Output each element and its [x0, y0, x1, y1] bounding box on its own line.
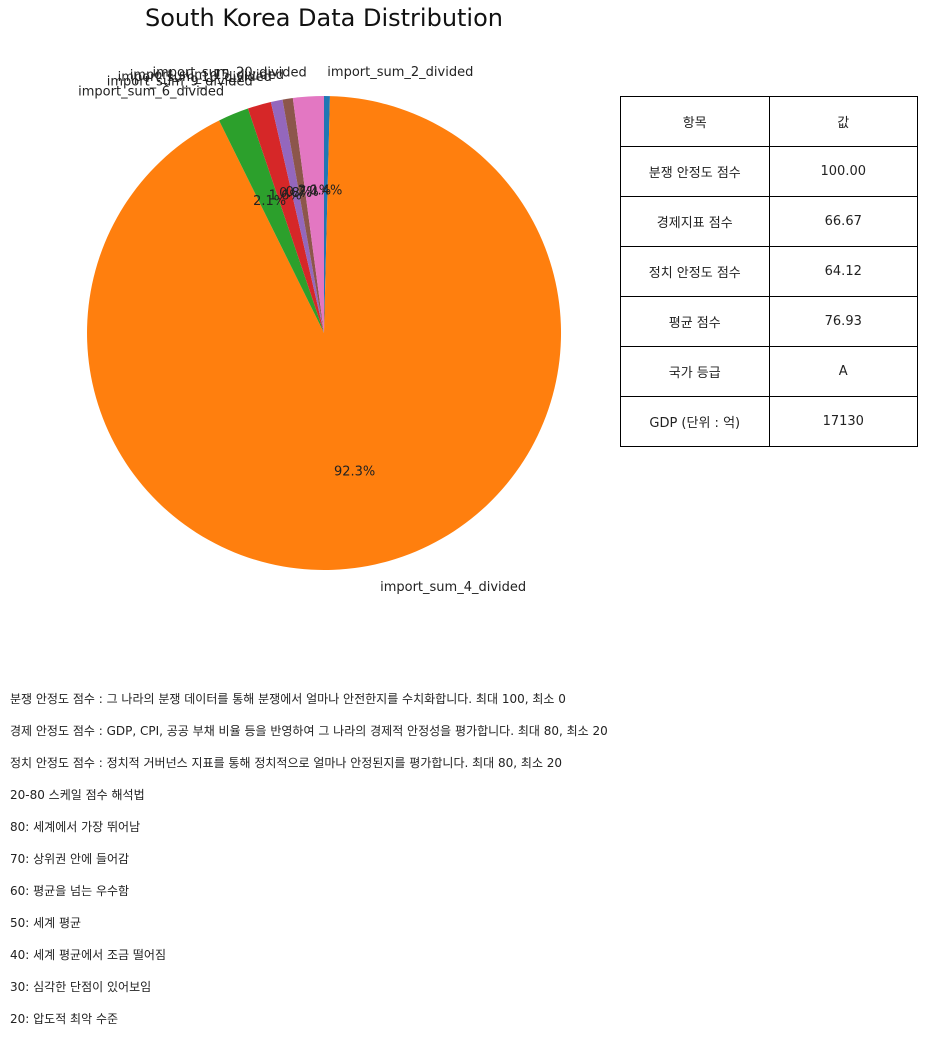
note-line: 60: 평균을 넘는 우수함: [10, 884, 130, 898]
pie-chart: import_sum_2_divided import_sum_4_divided…: [78, 65, 562, 595]
note-line: 경제 안정도 점수 : GDP, CPI, 공공 부채 비율 등을 반영하여 그…: [10, 724, 608, 738]
slice-percent-label: 1.6%: [269, 189, 302, 204]
slice-percent-label: 0.8%: [279, 186, 312, 201]
table-row: 국가 등급 A: [620, 346, 918, 397]
pie-percent-labels: 0.4% 92.3% 2.1%1.6%0.8%0.7%2.1%: [253, 183, 375, 479]
slice-percent-label: 2.1%: [253, 194, 286, 209]
pie-slice-import_sum_15_divided: [282, 98, 324, 333]
slice-label: import_sum_9_divided: [107, 75, 253, 90]
table-cell-value: 76.93: [768, 296, 918, 347]
slice-label: import_sum_10_divided: [118, 70, 272, 85]
chart-title: South Korea Data Distribution: [145, 4, 503, 32]
slice-percent-label: 0.4%: [309, 183, 342, 198]
note-line: 20: 압도적 최악 수준: [10, 1012, 119, 1026]
pie-slices: [87, 95, 562, 570]
table-header-row: 항목 값: [620, 96, 918, 147]
table-cell-value: 64.12: [768, 246, 918, 297]
slice-label: import_sum_4_divided: [380, 580, 526, 595]
table-cell-value: 100.00: [768, 146, 918, 197]
pie-slice-import_sum_20_divided: [292, 96, 324, 333]
table-row: 경제지표 점수 66.67: [620, 196, 918, 247]
note-line: 70: 상위권 안에 들어감: [10, 852, 130, 866]
table-cell-item: 평균 점수: [620, 296, 770, 347]
pie-slice-import_sum_10_divided: [270, 99, 324, 333]
score-table: 항목 값 분쟁 안정도 점수 100.00 경제지표 점수 66.67 정치 안…: [620, 96, 918, 447]
note-line: 50: 세계 평균: [10, 916, 82, 930]
table-cell-item: 정치 안정도 점수: [620, 246, 770, 297]
table-cell-item: 경제지표 점수: [620, 196, 770, 247]
note-line: 분쟁 안정도 점수 : 그 나라의 분쟁 데이터를 통해 분쟁에서 얼마나 안전…: [10, 692, 566, 706]
note-line: 30: 심각한 단점이 있어보임: [10, 980, 152, 994]
table-cell-item: 국가 등급: [620, 346, 770, 397]
pie-slice-import_sum_9_divided: [247, 102, 324, 333]
pie-slice-import_sum_4_divided: [87, 96, 562, 570]
table-cell-item: 분쟁 안정도 점수: [620, 146, 770, 197]
note-line: 20-80 스케일 점수 해석법: [10, 788, 145, 802]
note-line: 80: 세계에서 가장 뛰어남: [10, 820, 141, 834]
table-header-value: 값: [768, 96, 918, 147]
pie-labels: import_sum_2_divided import_sum_4_divided…: [78, 65, 526, 595]
pie-slice-import_sum_2_divided: [324, 95, 330, 334]
pie-slice-import_sum_6_divided: [219, 108, 324, 333]
score-notes: 분쟁 안정도 점수 : 그 나라의 분쟁 데이터를 통해 분쟁에서 얼마나 안전…: [10, 689, 910, 1041]
slice-label: import_sum_15_divided: [130, 68, 284, 83]
table-row: 평균 점수 76.93: [620, 296, 918, 347]
table-cell-item: GDP (단위 : 억): [620, 396, 770, 447]
table-cell-value: A: [768, 346, 918, 397]
note-line: 정치 안정도 점수 : 정치적 거버넌스 지표를 통해 정치적으로 얼마나 안정…: [10, 756, 563, 770]
slice-label: import_sum_6_divided: [78, 85, 224, 100]
table-cell-value: 66.67: [768, 196, 918, 247]
slice-label: import_sum_20_divided: [152, 65, 306, 80]
slice-percent-label: 92.3%: [334, 464, 375, 479]
table-header-item: 항목: [620, 96, 770, 147]
table-cell-value: 17130: [768, 396, 918, 447]
slice-label: import_sum_2_divided: [327, 65, 473, 80]
table-row: 정치 안정도 점수 64.12: [620, 246, 918, 297]
note-line: 40: 세계 평균에서 조금 떨어짐: [10, 948, 167, 962]
table-row: GDP (단위 : 억) 17130: [620, 396, 918, 447]
table-row: 분쟁 안정도 점수 100.00: [620, 146, 918, 197]
slice-percent-label: 0.7%: [286, 185, 319, 200]
slice-percent-label: 2.1%: [298, 184, 331, 199]
